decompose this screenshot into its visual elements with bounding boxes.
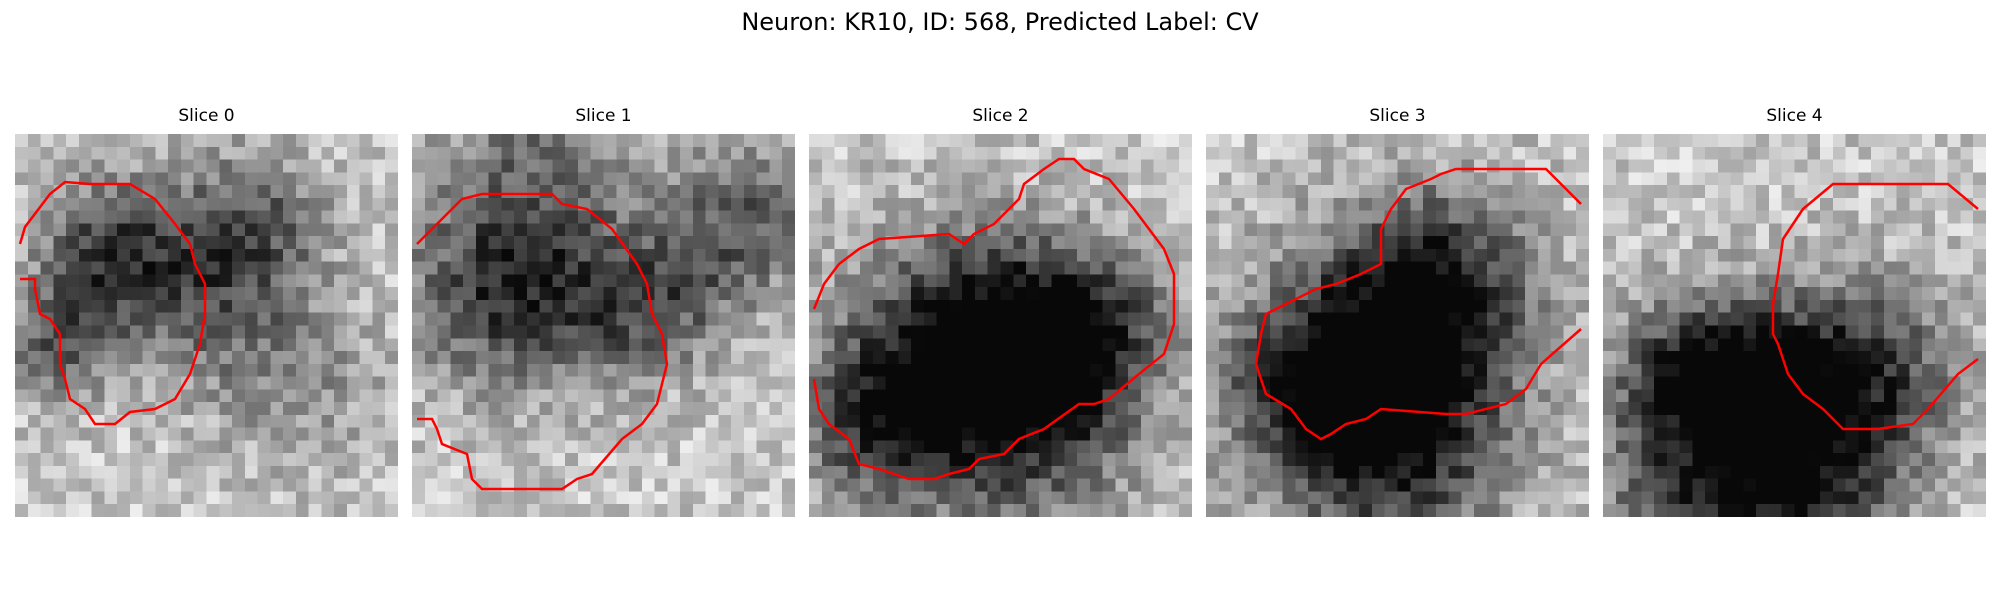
slice-panel-1: Slice 1: [412, 106, 795, 517]
roi-contour-3: [1254, 167, 1582, 441]
slice-image-0: [15, 134, 398, 517]
slice-image-4: [1603, 134, 1986, 517]
slice-panel-3: Slice 3: [1206, 106, 1589, 517]
slice-title-1: Slice 1: [575, 106, 632, 126]
slice-panel-4: Slice 4: [1603, 106, 1986, 517]
slice-panel-0: Slice 0: [15, 106, 398, 517]
slice-image-2: [809, 134, 1192, 517]
slice-title-4: Slice 4: [1766, 106, 1823, 126]
roi-contour-2: [812, 157, 1176, 481]
roi-contour-0: [18, 180, 207, 426]
roi-contour-4: [1771, 182, 1979, 431]
slice-title-0: Slice 0: [178, 106, 235, 126]
slice-title-2: Slice 2: [972, 106, 1029, 126]
roi-contour-1: [416, 192, 669, 491]
slice-image-1: [412, 134, 795, 517]
slice-panel-2: Slice 2: [809, 106, 1192, 517]
figure-title: Neuron: KR10, ID: 568, Predicted Label: …: [741, 8, 1259, 36]
slice-title-3: Slice 3: [1369, 106, 1426, 126]
slice-image-3: [1206, 134, 1589, 517]
